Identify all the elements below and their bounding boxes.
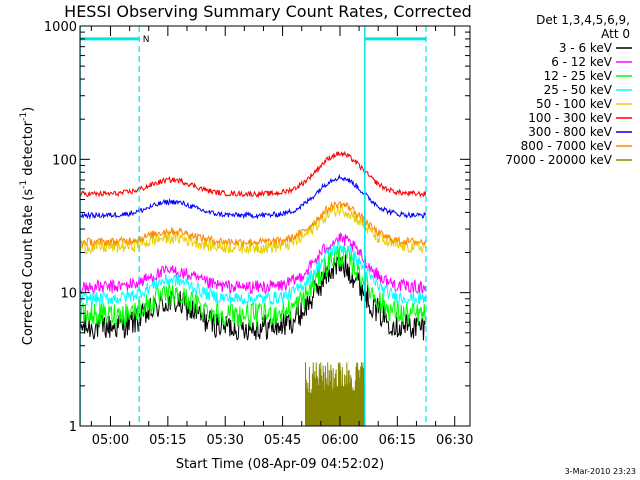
x-axis-ticks: 05:00 05:15 05:30 05:45 06:00 06:15 06:30	[90, 26, 473, 448]
y-axis-label-mid: detector	[21, 120, 36, 180]
x-tick-label: 06:15	[379, 433, 416, 448]
plot-area: N	[80, 26, 427, 426]
legend-label: 6 - 12 keV	[551, 55, 613, 69]
y-axis-ticks: 1 10 100 1000	[44, 20, 470, 435]
x-tick-label: 06:30	[436, 433, 473, 448]
series-line-3	[80, 241, 427, 306]
legend-label: 300 - 800 keV	[528, 125, 612, 139]
legend-header-line1: Det 1,3,4,5,6,9,	[536, 13, 630, 27]
plot-frame	[79, 25, 471, 427]
x-tick-label: 05:30	[206, 433, 243, 448]
legend-label: 800 - 7000 keV	[521, 139, 613, 153]
legend-label: 50 - 100 keV	[536, 97, 613, 111]
y-axis-label-end: )	[21, 107, 36, 112]
series-line-8	[305, 362, 365, 426]
x-tick-label: 06:00	[321, 433, 358, 448]
y-tick-label: 1000	[44, 20, 77, 35]
legend-header-line2: Att 0	[601, 27, 630, 41]
footer-date: 3-Mar-2010 23:23	[565, 467, 636, 476]
series-line-1	[80, 231, 427, 295]
legend-label: 7000 - 20000 keV	[505, 153, 612, 167]
series-line-5	[80, 150, 427, 199]
legend-label: 3 - 6 keV	[559, 41, 613, 55]
chart-title: HESSI Observing Summary Count Rates, Cor…	[64, 2, 472, 21]
x-tick-label: 05:15	[149, 433, 186, 448]
x-axis-label: Start Time (08-Apr-09 04:52:02)	[176, 457, 384, 472]
y-axis-label-sup2: -1	[19, 112, 29, 121]
x-tick-label: 05:45	[264, 433, 301, 448]
y-tick-label: 10	[60, 287, 77, 302]
series-line-6	[80, 173, 427, 220]
night-label: N	[143, 35, 150, 45]
legend-label: 100 - 300 keV	[528, 111, 612, 125]
legend-label: 12 - 25 keV	[544, 69, 613, 83]
y-tick-label: 100	[52, 153, 77, 168]
x-tick-label: 05:00	[92, 433, 129, 448]
y-axis-label-main: Corrected Count Rate (s	[21, 189, 36, 346]
series-line-7	[80, 200, 427, 248]
legend-label: 25 - 50 keV	[544, 83, 613, 97]
y-tick-label: 1	[69, 420, 77, 435]
y-axis-label: Corrected Count Rate (s-1 detector-1)	[19, 107, 36, 345]
series-line-0	[80, 254, 427, 341]
y-axis-label-sup1: -1	[19, 180, 29, 189]
